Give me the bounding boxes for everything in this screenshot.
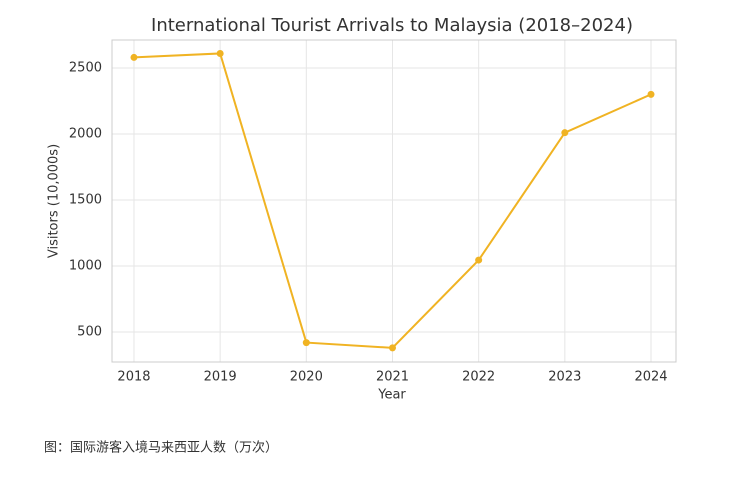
- x-tick-label: 2020: [290, 370, 323, 385]
- y-tick-label: 1500: [69, 193, 102, 208]
- x-tick-label: 2023: [548, 370, 581, 385]
- x-tick-label: 2018: [117, 370, 150, 385]
- x-axis-label: Year: [377, 388, 406, 403]
- plot-frame: [111, 39, 677, 363]
- point: [647, 90, 655, 98]
- point: [475, 256, 483, 264]
- y-tick-label: 2000: [69, 126, 102, 141]
- point: [302, 339, 310, 347]
- x-tick-label: 2022: [462, 370, 495, 385]
- y-tick-label: 2500: [69, 60, 102, 75]
- y-axis-label: Visitors (10,000s): [47, 144, 62, 258]
- caption: 图：国际游客入境马来西亚人数（万次）: [44, 440, 278, 456]
- y-tick-label: 1000: [69, 259, 102, 274]
- y-tick-label: 500: [77, 325, 102, 340]
- x-tick-label: 2021: [376, 370, 409, 385]
- point: [561, 129, 569, 137]
- x-tick-label: 2019: [204, 370, 237, 385]
- point: [216, 49, 224, 57]
- chart-title: International Tourist Arrivals to Malays…: [151, 15, 633, 36]
- point: [388, 344, 396, 352]
- point: [130, 53, 138, 61]
- x-tick-label: 2024: [634, 370, 667, 385]
